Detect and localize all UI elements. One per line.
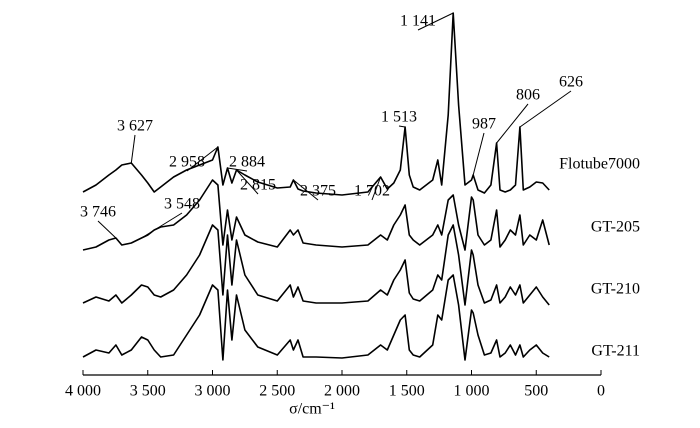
annotation-leader: [519, 90, 572, 128]
annotation-leader: [130, 134, 136, 164]
annotation-leader: [227, 167, 248, 172]
x-tick-label: 500: [524, 383, 548, 400]
annotation: 626: [559, 74, 583, 91]
x-axis-label: σ/cm⁻¹: [289, 401, 335, 418]
annotation: 1 513: [381, 109, 417, 126]
annotation: 987: [472, 116, 496, 133]
annotation: 2 884: [229, 154, 265, 171]
x-tick-label: 0: [597, 383, 605, 400]
annotation: 3 548: [164, 196, 200, 213]
annotation-leader: [496, 103, 529, 144]
annotation: 2 815: [240, 177, 276, 194]
x-tick-label: 2 500: [259, 383, 295, 400]
x-tick-label: 3 500: [130, 383, 166, 400]
annotation: 3 627: [117, 118, 153, 135]
x-tick-label: 1 500: [389, 383, 425, 400]
series-label: GT-210: [591, 281, 640, 298]
annotation: 3 746: [80, 204, 116, 221]
annotation: 2 958: [169, 154, 205, 171]
annotation-leader: [97, 220, 117, 239]
x-tick-label: 3 000: [195, 383, 231, 400]
annotation-leader: [398, 125, 406, 128]
annotation: 1 141: [400, 13, 436, 30]
annotation: 1 702: [354, 183, 390, 200]
annotation-leader: [293, 179, 319, 201]
series-label: GT-205: [591, 219, 640, 236]
annotation-leader: [141, 212, 183, 239]
x-tick-label: 2 000: [324, 383, 360, 400]
spectrum-line: [82, 274, 550, 361]
spectrum-line: [82, 12, 550, 196]
annotation-leader: [236, 169, 259, 195]
annotation: 2 375: [300, 183, 336, 200]
series-label: GT-211: [591, 343, 640, 360]
annotation-leader: [186, 146, 219, 172]
annotation-leader: [472, 132, 485, 176]
x-tick-label: 1 000: [454, 383, 490, 400]
spectrum-line: [82, 179, 550, 251]
annotation-leader: [417, 12, 454, 31]
spectrum-line: [82, 224, 550, 306]
annotation-leader: [371, 176, 382, 201]
x-tick-label: 4 000: [65, 383, 101, 400]
series-label: Flotube7000: [559, 156, 640, 173]
annotation: 806: [516, 87, 540, 104]
